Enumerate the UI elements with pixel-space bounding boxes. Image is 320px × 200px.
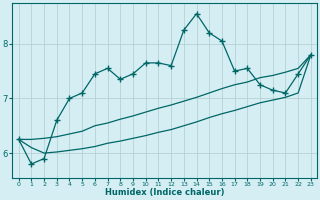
X-axis label: Humidex (Indice chaleur): Humidex (Indice chaleur) [105, 188, 225, 197]
